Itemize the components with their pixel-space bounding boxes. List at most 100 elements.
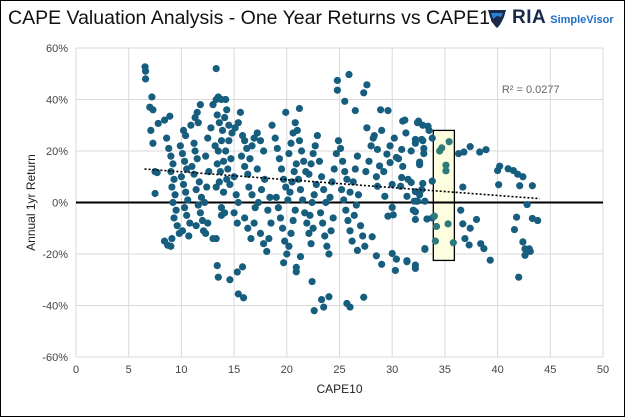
data-point	[167, 152, 175, 160]
data-point	[373, 145, 382, 154]
data-point	[388, 249, 396, 258]
eagle-icon	[488, 10, 506, 28]
data-point	[291, 119, 299, 127]
data-point	[372, 173, 380, 181]
data-point	[148, 93, 156, 101]
y-axis-label: Annual 1yr Return	[24, 154, 38, 251]
data-point	[241, 162, 249, 171]
data-point	[325, 293, 333, 301]
data-point	[303, 219, 311, 227]
data-point	[276, 214, 285, 222]
data-point	[368, 233, 376, 241]
data-point	[328, 178, 336, 186]
data-point	[278, 224, 287, 232]
data-point	[519, 238, 527, 246]
data-point	[280, 259, 288, 267]
data-point	[466, 143, 474, 151]
x-tick-label: 0	[73, 364, 79, 376]
data-point	[192, 186, 200, 194]
data-point	[519, 173, 527, 181]
data-point	[277, 165, 286, 173]
highlighted-data-point	[449, 239, 457, 247]
data-point	[147, 126, 155, 134]
data-point	[300, 157, 308, 165]
data-point	[264, 206, 272, 214]
data-point	[227, 155, 235, 163]
data-point	[167, 242, 175, 250]
data-point	[223, 175, 231, 183]
data-point	[362, 168, 370, 176]
data-point	[224, 165, 232, 173]
data-point	[225, 137, 233, 145]
data-point	[286, 188, 294, 196]
data-point	[375, 162, 384, 170]
data-point	[401, 116, 409, 124]
x-tick-label: 20	[281, 364, 293, 376]
data-point	[523, 200, 531, 209]
data-point	[333, 76, 341, 85]
data-point	[141, 67, 150, 75]
data-point	[320, 303, 328, 311]
data-point	[425, 126, 433, 134]
data-point	[305, 229, 313, 237]
data-point	[200, 198, 209, 207]
data-point	[307, 240, 315, 248]
data-point	[228, 129, 236, 137]
data-point	[212, 65, 220, 73]
data-point	[494, 166, 502, 175]
data-point	[232, 191, 240, 199]
data-point	[310, 307, 318, 315]
data-point	[380, 168, 388, 176]
data-point	[339, 157, 347, 165]
data-point	[165, 144, 173, 153]
data-point	[141, 75, 150, 83]
data-point	[528, 182, 536, 190]
data-point	[202, 229, 210, 237]
data-point	[413, 197, 422, 205]
data-point	[222, 147, 230, 155]
data-point	[344, 216, 352, 225]
highlighted-data-point	[430, 212, 438, 220]
data-point	[170, 214, 178, 222]
data-point	[193, 155, 201, 163]
data-point	[166, 112, 174, 120]
data-point	[225, 121, 233, 129]
data-point	[211, 142, 219, 150]
data-point	[457, 206, 465, 214]
data-point	[290, 168, 298, 176]
data-point	[241, 137, 249, 145]
data-point	[356, 222, 365, 230]
data-point	[407, 147, 415, 155]
data-point	[239, 294, 248, 302]
highlighted-data-point	[445, 138, 453, 146]
data-point	[285, 242, 293, 250]
data-point	[310, 191, 318, 199]
data-point	[179, 180, 188, 189]
data-point	[495, 181, 503, 189]
data-point	[397, 182, 405, 190]
data-point	[381, 192, 389, 200]
data-point	[180, 204, 189, 212]
data-point	[516, 182, 524, 190]
data-point	[237, 152, 246, 160]
data-point	[207, 124, 215, 132]
data-point	[352, 201, 360, 209]
data-point	[280, 175, 288, 183]
data-point	[248, 142, 256, 150]
data-point	[253, 129, 261, 137]
data-point	[419, 179, 427, 188]
data-point	[378, 260, 386, 268]
data-point	[170, 175, 178, 183]
data-point	[428, 134, 436, 142]
data-point	[350, 211, 358, 219]
data-point	[192, 222, 200, 230]
data-point	[250, 219, 258, 227]
data-point	[370, 131, 378, 140]
data-point	[268, 121, 276, 129]
data-point	[271, 134, 279, 142]
data-point	[282, 108, 290, 116]
data-point	[319, 219, 327, 227]
data-point	[346, 303, 354, 311]
data-point	[322, 198, 330, 207]
data-point	[313, 131, 321, 140]
